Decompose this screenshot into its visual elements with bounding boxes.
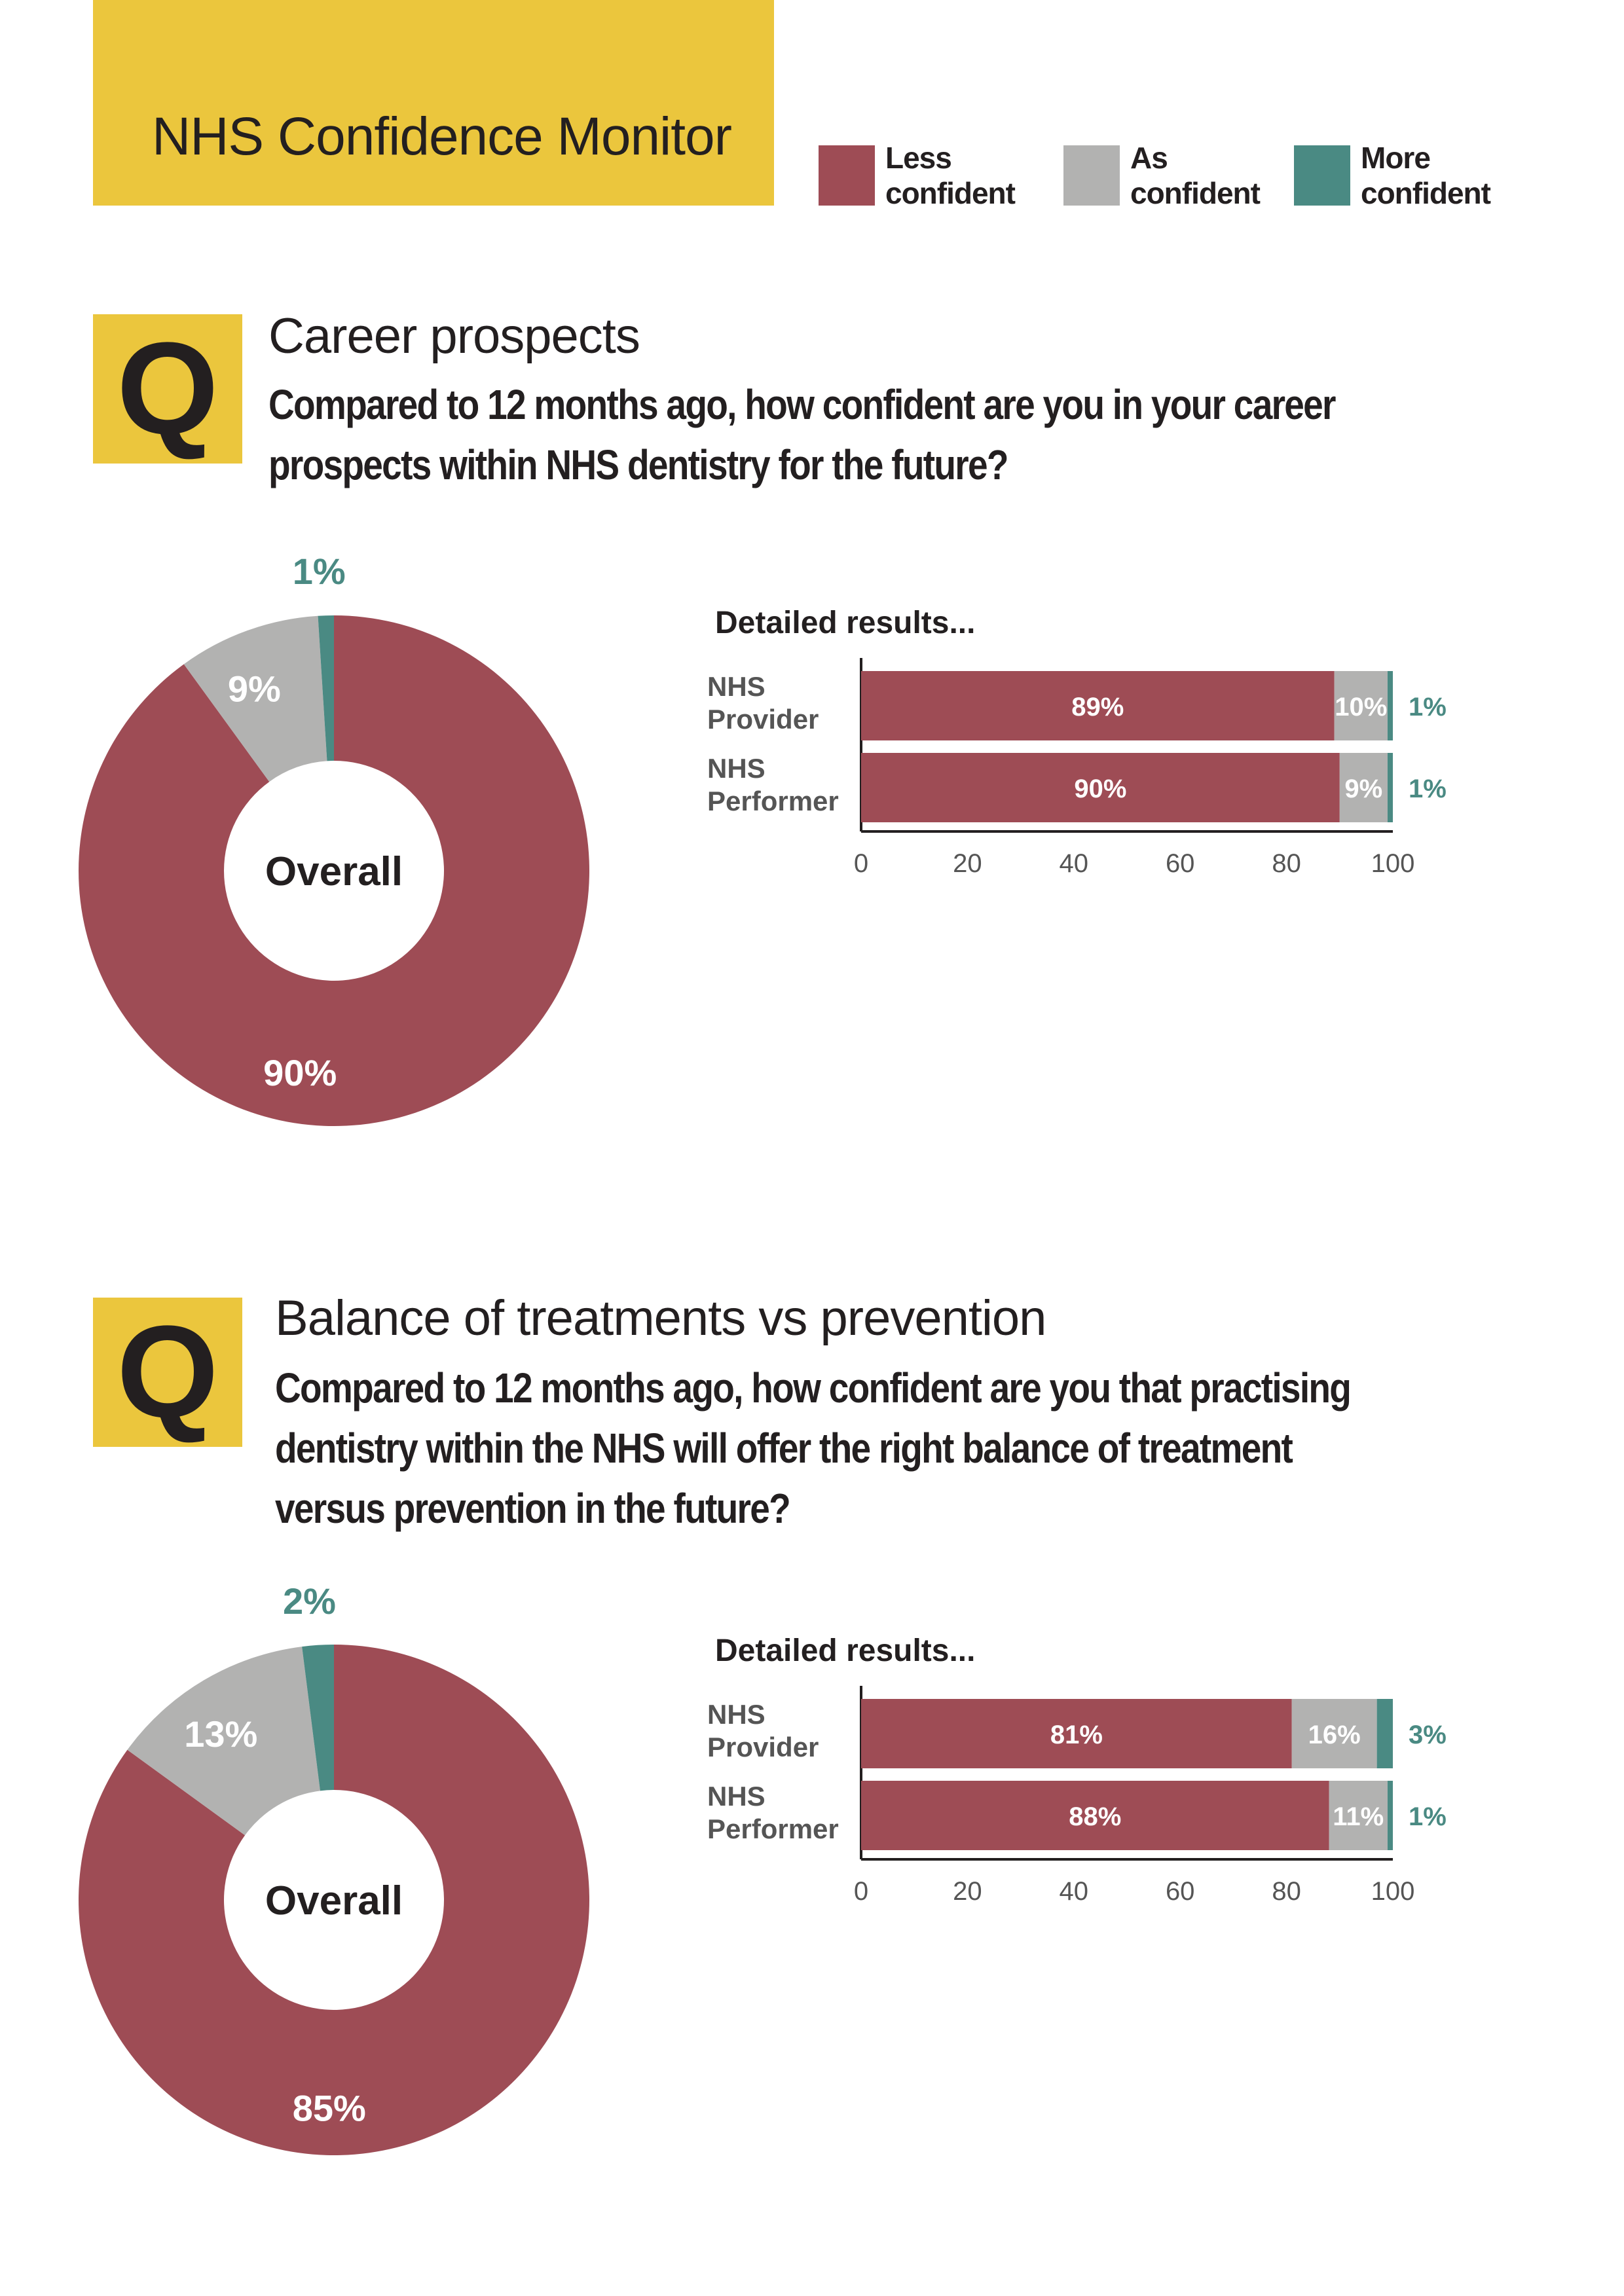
legend-label-less-line1: Less bbox=[885, 141, 952, 175]
legend-swatch-as bbox=[1063, 145, 1120, 206]
legend-label-as: As confident bbox=[1130, 140, 1261, 211]
x-tick-label: 80 bbox=[1272, 849, 1301, 878]
donut-center-label: Overall bbox=[265, 1878, 403, 1923]
bar-value-label-less: 90% bbox=[1074, 774, 1126, 803]
bar-segment-more bbox=[1387, 753, 1393, 822]
x-tick-label: 60 bbox=[1166, 849, 1195, 878]
bar-value-label-as: 10% bbox=[1335, 693, 1387, 721]
category-label: Performer bbox=[707, 1813, 839, 1844]
bar-segment-less bbox=[861, 671, 1335, 740]
x-tick-label: 100 bbox=[1371, 1877, 1415, 1906]
donut-slice-more bbox=[302, 1645, 334, 1791]
bar-value-label-as: 16% bbox=[1308, 1721, 1361, 1749]
x-tick-label: 20 bbox=[953, 1877, 982, 1906]
donut-center-label: Overall bbox=[265, 849, 403, 894]
legend-swatch-more bbox=[1294, 145, 1350, 206]
legend-label-as-line2: confident bbox=[1130, 176, 1261, 210]
donut-slice-as bbox=[127, 1647, 320, 1836]
x-tick-label: 100 bbox=[1371, 849, 1415, 878]
x-tick-label: 0 bbox=[854, 1877, 868, 1906]
legend-label-more-line1: More bbox=[1361, 141, 1431, 175]
detail-title-1: Detailed results... bbox=[715, 606, 976, 640]
bar-segment-more bbox=[1387, 1781, 1393, 1850]
header-banner: NHS Confidence Monitor bbox=[93, 0, 774, 206]
bar-value-label-more: 1% bbox=[1409, 693, 1447, 721]
donut-label-more: 1% bbox=[293, 551, 346, 592]
category-label: NHS bbox=[707, 753, 766, 784]
legend-label-less: Less confident bbox=[885, 140, 1016, 211]
bar-segment-as bbox=[1291, 1699, 1377, 1768]
category-label: Provider bbox=[707, 704, 819, 735]
section-question-1: Compared to 12 months ago, how confident… bbox=[268, 381, 1336, 488]
bar-segment-as bbox=[1329, 1781, 1388, 1850]
bar-value-label-more: 3% bbox=[1409, 1721, 1447, 1749]
section-topic-2: Balance of treatments vs prevention bbox=[275, 1290, 1046, 1346]
x-tick-label: 60 bbox=[1166, 1877, 1195, 1906]
bar-segment-more bbox=[1387, 671, 1393, 740]
bar-segment-less bbox=[861, 753, 1340, 822]
overall-donut-chart-1: 90% 9% 1% Overall bbox=[78, 551, 589, 1126]
legend-swatch-less bbox=[819, 145, 875, 206]
question-badge-1: Q bbox=[93, 314, 242, 464]
category-label: NHS bbox=[707, 1781, 766, 1812]
bar-value-label-less: 89% bbox=[1071, 693, 1124, 721]
bar-value-label-less: 81% bbox=[1050, 1721, 1103, 1749]
donut-label-as: 9% bbox=[228, 668, 281, 710]
section-topic-1: Career prospects bbox=[268, 308, 640, 364]
bar-value-label-as: 11% bbox=[1333, 1802, 1384, 1831]
question-badge-letter-2: Q bbox=[117, 1299, 219, 1445]
donut-slice-more bbox=[318, 615, 334, 761]
donut-slice-less bbox=[78, 615, 589, 1126]
bar-value-label-more: 1% bbox=[1409, 1802, 1447, 1831]
x-tick-label: 40 bbox=[1060, 849, 1089, 878]
bar-segment-as bbox=[1339, 753, 1388, 822]
legend-label-as-line1: As bbox=[1130, 141, 1168, 175]
question-badge-2: Q bbox=[93, 1298, 242, 1447]
bar-segment-less bbox=[861, 1699, 1292, 1768]
bar-value-label-more: 1% bbox=[1409, 774, 1447, 803]
bar-value-label-as: 9% bbox=[1344, 774, 1382, 803]
donut-label-less: 85% bbox=[293, 2088, 366, 2129]
bar-segment-more bbox=[1376, 1699, 1393, 1768]
bar-value-label-less: 88% bbox=[1069, 1802, 1121, 1831]
legend-label-less-line2: confident bbox=[885, 176, 1016, 210]
question-badge-letter-1: Q bbox=[117, 316, 219, 462]
donut-label-less: 90% bbox=[263, 1052, 337, 1093]
category-label: NHS bbox=[707, 1699, 766, 1730]
bar-segment-less bbox=[861, 1781, 1329, 1850]
category-label: NHS bbox=[707, 671, 766, 702]
bar-segment-as bbox=[1334, 671, 1388, 740]
legend: Less confident As confident More confide… bbox=[819, 140, 1513, 215]
legend-label-more-line2: confident bbox=[1361, 176, 1491, 210]
legend-label-more: More confident bbox=[1361, 140, 1492, 211]
donut-slice-as bbox=[183, 615, 327, 782]
x-tick-label: 20 bbox=[953, 849, 982, 878]
donut-slice-less bbox=[78, 1645, 590, 2155]
donut-label-more: 2% bbox=[283, 1580, 336, 1622]
detail-title-2: Detailed results... bbox=[715, 1633, 976, 1668]
page-title: NHS Confidence Monitor bbox=[152, 107, 732, 166]
category-label: Provider bbox=[707, 1732, 819, 1762]
x-tick-label: 0 bbox=[854, 849, 868, 878]
section-question-2: Compared to 12 months ago, how confident… bbox=[275, 1364, 1352, 1532]
x-tick-label: 40 bbox=[1060, 1877, 1089, 1906]
overall-donut-chart-2: 85% 13% 2% Overall bbox=[78, 1580, 590, 2155]
category-label: Performer bbox=[707, 786, 839, 816]
x-tick-label: 80 bbox=[1272, 1877, 1301, 1906]
donut-label-as: 13% bbox=[184, 1713, 257, 1755]
